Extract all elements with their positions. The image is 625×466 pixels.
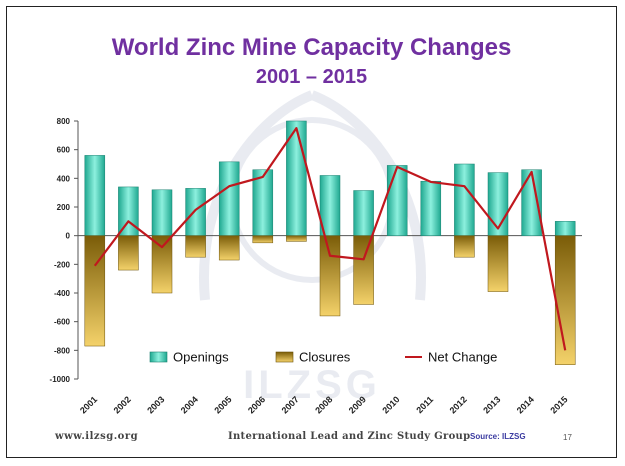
x-tick-label: 2010 <box>380 394 401 415</box>
x-tick-labels: 2001 2002 2003 2004 2005 2006 2007 2008 2009 2010… <box>78 394 570 415</box>
x-tick-label: 2002 <box>112 394 133 415</box>
closures-bar <box>319 235 341 317</box>
y-tick-label: -600 <box>54 318 71 327</box>
openings-bar <box>185 188 206 236</box>
openings-bar <box>521 169 542 236</box>
y-tick-label: 0 <box>66 232 71 241</box>
y-tick-label: 800 <box>57 117 71 126</box>
x-tick-label: 2011 <box>414 394 435 415</box>
closures-bar <box>218 235 240 261</box>
slide-frame <box>6 6 617 458</box>
legend-label: Openings <box>173 350 229 365</box>
x-tick-label: 2013 <box>481 394 502 415</box>
y-tick-label: -200 <box>54 260 71 269</box>
legend: Openings Closures Net Change <box>149 350 497 365</box>
openings-bar <box>84 155 106 236</box>
openings-bar <box>386 165 408 236</box>
openings-bar <box>118 186 139 236</box>
y-tick-label: 200 <box>57 203 71 212</box>
openings-bar <box>218 161 240 236</box>
openings-series <box>84 120 576 236</box>
ilzsg-watermark-logo: ILZSG <box>198 90 427 407</box>
openings-bar <box>420 180 442 236</box>
y-tick-label: -400 <box>54 289 71 298</box>
footer-website: www.ilzsg.org <box>55 431 139 442</box>
chart-title: World Zinc Mine Capacity Changes <box>111 34 512 61</box>
net-change-series <box>93 127 567 351</box>
y-tick-labels: 800 600 400 200 0 -200 -400 -600 -800 -1000 <box>50 117 71 384</box>
footer-source: Source: ILZSG <box>470 432 526 441</box>
legend-label: Closures <box>299 350 351 365</box>
x-tick-label: 2004 <box>179 394 200 415</box>
footer-organization: International Lead and Zinc Study Group <box>228 431 471 442</box>
y-tick-label: 400 <box>57 174 71 183</box>
closures-bar <box>151 235 173 294</box>
x-tick-label: 2012 <box>448 394 469 415</box>
x-tick-label: 2015 <box>548 394 569 415</box>
watermark-text: ILZSG <box>243 363 381 407</box>
closures-series <box>84 235 576 365</box>
closures-bar <box>487 235 509 292</box>
legend-openings-swatch <box>149 351 168 363</box>
closures-bar <box>454 235 475 258</box>
x-tick-label: 2001 <box>78 394 99 415</box>
closures-bar <box>185 235 206 258</box>
y-tick-label: -1000 <box>50 375 71 384</box>
legend-label: Net Change <box>428 350 497 365</box>
y-tick-label: -800 <box>54 346 71 355</box>
page-number: 17 <box>563 433 572 442</box>
x-tick-label: 2003 <box>145 394 166 415</box>
openings-bar <box>554 221 576 236</box>
closures-bar <box>118 235 139 271</box>
closures-bar <box>252 235 274 244</box>
x-tick-label: 2005 <box>212 394 233 415</box>
x-tick-label: 2014 <box>515 394 536 415</box>
closures-bar <box>84 235 106 347</box>
openings-bar <box>151 189 173 236</box>
y-tick-label: 600 <box>57 146 71 155</box>
closures-bar <box>286 235 307 242</box>
legend-closures-swatch <box>275 351 294 363</box>
openings-bar <box>487 172 509 236</box>
closures-bar <box>353 235 374 305</box>
chart-subtitle: 2001 – 2015 <box>255 66 368 88</box>
openings-bar <box>353 190 374 236</box>
openings-bar <box>454 163 475 236</box>
